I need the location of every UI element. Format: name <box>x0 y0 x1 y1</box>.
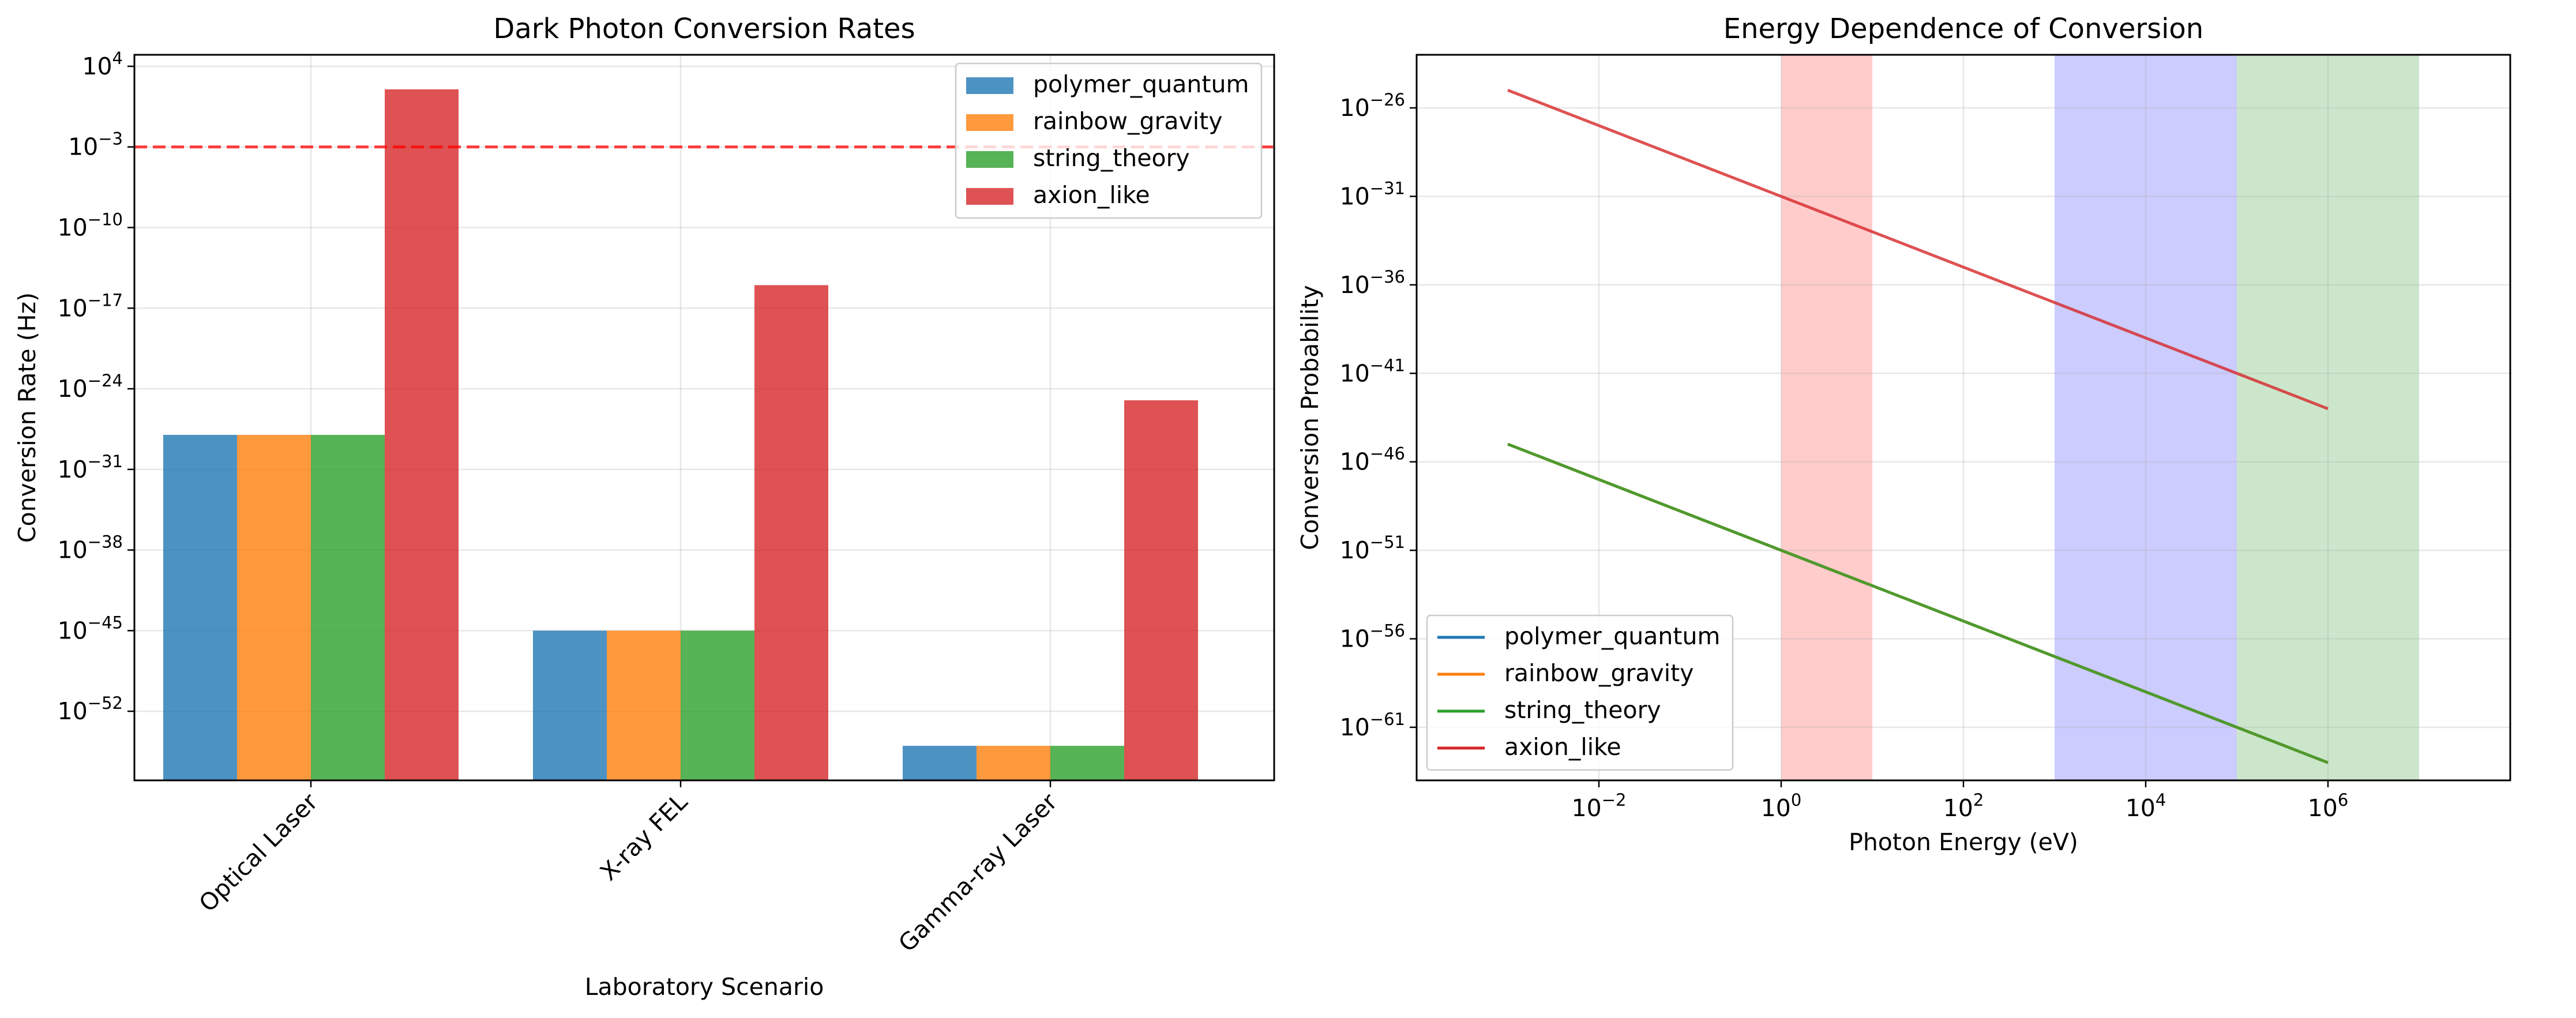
chart1-y-tick-label: 10−10 <box>58 210 123 242</box>
chart1-y-ticks: 104 10−3 10−10 10−17 10−24 10−31 10−38 10−45 10−… <box>58 48 134 725</box>
chart1-y-tick-label: 104 <box>82 48 123 80</box>
chart1-legend-label: polymer_quantum <box>1033 70 1249 98</box>
chart1-legend-swatch <box>966 188 1013 205</box>
line-string_theory <box>1507 442 2329 764</box>
chart1-y-tick-label: 10−38 <box>58 532 123 564</box>
chart2-title: Energy Dependence of Conversion <box>1723 13 2203 45</box>
chart2-x-tick-label: 100 <box>1761 790 1802 822</box>
bar-string_theory-0 <box>311 434 385 780</box>
chart2-band-0 <box>1781 55 1872 780</box>
bar-axion_like-0 <box>385 89 459 780</box>
bar-polymer_quantum-0 <box>163 434 237 780</box>
chart1-y-tick-label: 10−52 <box>58 693 123 725</box>
chart2-x-ticks: 10−2 100 102 104 106 <box>1572 780 2349 822</box>
chart2-x-axis-label: Photon Energy (eV) <box>1849 828 2078 856</box>
chart2-y-tick-label: 10−31 <box>1340 178 1405 210</box>
chart2-y-tick-label: 10−51 <box>1340 532 1405 564</box>
chart1-y-tick-label: 10−31 <box>58 452 123 483</box>
chart2-legend-label: axion_like <box>1504 733 1621 761</box>
bar-string_theory-1 <box>681 630 754 780</box>
chart1-y-tick-label: 10−3 <box>68 129 123 161</box>
chart1-legend-box <box>955 62 1263 219</box>
bar-string_theory-2 <box>1050 746 1124 780</box>
chart1-x-tick-label: Gamma-ray Laser <box>893 788 1062 957</box>
chart2-y-tick-label: 10−61 <box>1340 709 1405 741</box>
chart1-legend-swatch <box>966 77 1013 94</box>
chart1-x-ticks: Optical Laser X-ray FEL Gamma-ray Laser <box>194 780 1062 957</box>
line-chart: Energy Dependence of Conversion 10−2610−… <box>1296 13 2511 856</box>
bar-axion_like-1 <box>754 285 828 780</box>
chart1-x-axis-label: Laboratory Scenario <box>585 973 824 1001</box>
chart2-x-tick-label: 102 <box>1943 790 1984 822</box>
chart2-y-tick-label: 10−56 <box>1340 621 1405 653</box>
chart2-x-tick-label: 106 <box>2308 790 2349 822</box>
chart1-legend-swatch <box>966 151 1013 168</box>
chart2-legend-label: polymer_quantum <box>1504 622 1720 650</box>
bar-rainbow_gravity-2 <box>977 746 1050 780</box>
chart1-bars <box>163 89 1198 780</box>
chart1-legend-label: string_theory <box>1033 144 1190 172</box>
chart1-title: Dark Photon Conversion Rates <box>493 13 915 45</box>
chart1-y-tick-label: 10−24 <box>58 371 123 403</box>
chart2-legend-label: rainbow_gravity <box>1504 659 1694 687</box>
chart2-legend-box <box>1426 614 1734 771</box>
chart1-legend: polymer_quantum rainbow_gravity string_the… <box>955 62 1263 219</box>
chart1-y-tick-label: 10−17 <box>58 290 123 322</box>
chart1-legend-label: axion_like <box>1033 181 1150 209</box>
chart2-bands <box>1781 55 2419 780</box>
chart2-lines <box>1507 89 2329 764</box>
chart1-x-tick-label: Optical Laser <box>194 788 323 917</box>
chart2-y-tick-label: 10−26 <box>1340 90 1405 122</box>
bar-rainbow_gravity-0 <box>237 434 311 780</box>
chart1-legend-swatch <box>966 114 1013 131</box>
chart2-x-tick-label: 10−2 <box>1572 790 1627 822</box>
bar-polymer_quantum-2 <box>903 746 977 780</box>
chart1-legend-label: rainbow_gravity <box>1033 107 1223 135</box>
chart2-band-2 <box>2237 55 2419 780</box>
bar-polymer_quantum-1 <box>533 630 607 780</box>
chart2-band-1 <box>2055 55 2237 780</box>
chart1-x-tick-label: X-ray FEL <box>595 788 693 886</box>
chart2-legend: polymer_quantum rainbow_gravity string_the… <box>1426 614 1734 771</box>
chart2-y-tick-label: 10−36 <box>1340 267 1405 299</box>
chart2-y-ticks: 10−26 10−31 10−36 10−41 10−46 10−51 10−56 10−61 <box>1340 90 1417 741</box>
chart2-y-tick-label: 10−41 <box>1340 355 1405 387</box>
bar-axion_like-2 <box>1124 400 1198 780</box>
chart2-legend-label: string_theory <box>1504 696 1661 724</box>
bar-chart: Dark Photon Conversion Rates 104 10−3 10−1… <box>13 13 1275 1001</box>
chart1-y-axis-label: Conversion Rate (Hz) <box>13 292 41 543</box>
chart1-y-tick-label: 10−45 <box>58 613 123 644</box>
chart2-y-axis-label: Conversion Probability <box>1296 285 1324 550</box>
bar-rainbow_gravity-1 <box>607 630 681 780</box>
chart2-x-tick-label: 104 <box>2126 790 2166 822</box>
chart2-y-tick-label: 10−46 <box>1340 444 1405 476</box>
line-axion_like <box>1507 89 2329 410</box>
chart1-axes-frame <box>133 54 1275 782</box>
